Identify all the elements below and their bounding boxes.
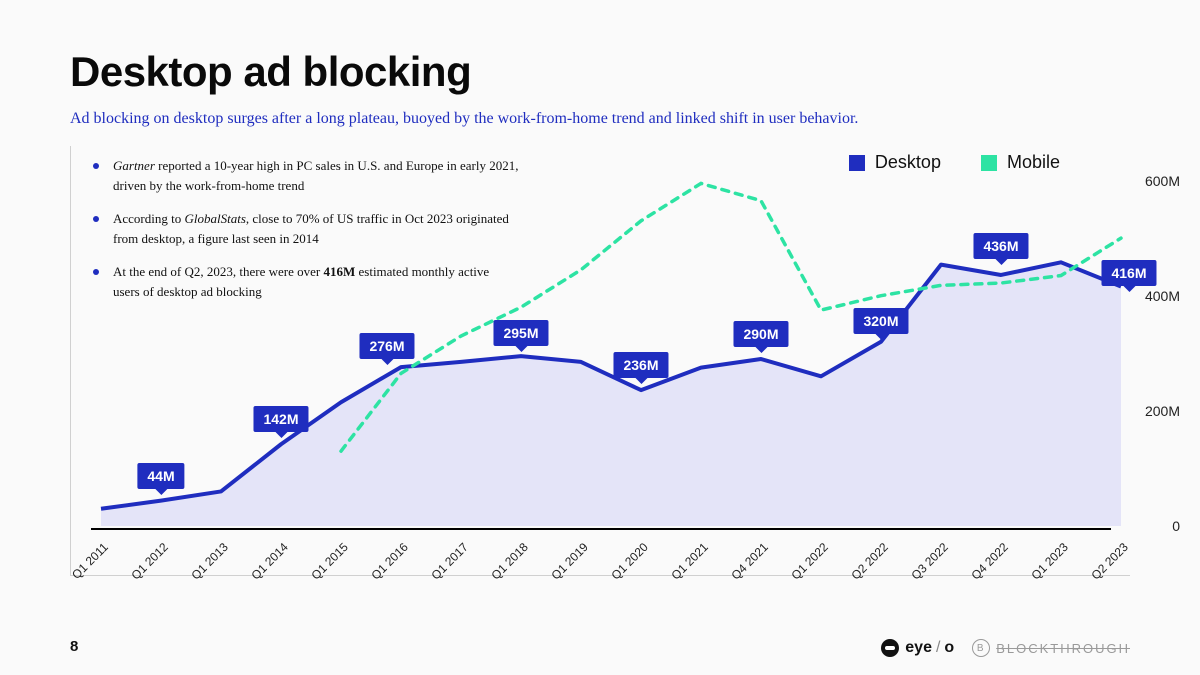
slide: Desktop ad blocking Ad blocking on deskt… (0, 0, 1200, 675)
x-tick-label: Q1 2011 (69, 540, 111, 582)
legend: Desktop Mobile (849, 152, 1060, 173)
data-callout: 416M (1101, 260, 1156, 286)
x-tick-label: Q2 2022 (848, 540, 890, 582)
bullet-item: Gartner reported a 10-year high in PC sa… (89, 156, 519, 195)
data-callout: 142M (253, 406, 308, 432)
blockthrough-text: BLOCKTHROUGH (996, 641, 1130, 656)
blockthrough-logo: B BLOCKTHROUGH (972, 639, 1130, 657)
eyeo-icon (881, 639, 899, 657)
page-number: 8 (70, 638, 78, 655)
data-callout: 44M (137, 463, 184, 489)
eyeo-text-a: eye (905, 639, 932, 657)
data-callout: 436M (973, 233, 1028, 259)
bullet-list: Gartner reported a 10-year high in PC sa… (89, 156, 519, 315)
x-tick-label: Q1 2020 (608, 540, 650, 582)
x-tick-label: Q1 2022 (788, 540, 830, 582)
x-tick-label: Q1 2017 (428, 540, 470, 582)
x-tick-label: Q1 2016 (368, 540, 410, 582)
x-axis-labels: Q1 2011 Q1 2012 Q1 2013 Q1 2014 Q1 2015 Q1 20… (71, 526, 1131, 586)
x-tick-label: Q1 2018 (488, 540, 530, 582)
subtitle: Ad blocking on desktop surges after a lo… (70, 110, 1130, 128)
x-tick-label: Q1 2023 (1028, 540, 1070, 582)
data-callout: 320M (853, 308, 908, 334)
eyeo-logo: eye/o (881, 639, 954, 657)
legend-mobile-label: Mobile (1007, 152, 1060, 173)
legend-mobile-swatch (981, 155, 997, 171)
blockthrough-icon: B (972, 639, 990, 657)
bullet-item: At the end of Q2, 2023, there were over … (89, 262, 519, 301)
data-callout: 276M (359, 333, 414, 359)
legend-desktop-label: Desktop (875, 152, 941, 173)
y-tick-label: 200M (1145, 403, 1180, 419)
data-callout: 236M (613, 352, 668, 378)
eyeo-slash: / (936, 639, 940, 657)
chart-container: Gartner reported a 10-year high in PC sa… (70, 146, 1130, 576)
page-title: Desktop ad blocking (70, 48, 1130, 96)
x-tick-label: Q1 2019 (548, 540, 590, 582)
y-tick-label: 400M (1145, 288, 1180, 304)
x-tick-label: Q4 2022 (968, 540, 1010, 582)
eyeo-text-b: o (944, 639, 954, 657)
x-tick-label: Q4 2021 (728, 540, 770, 582)
x-tick-label: Q1 2015 (308, 540, 350, 582)
legend-desktop-swatch (849, 155, 865, 171)
x-tick-label: Q1 2021 (668, 540, 710, 582)
x-tick-label: Q1 2013 (188, 540, 230, 582)
x-tick-label: Q2 2023 (1088, 540, 1130, 582)
data-callout: 290M (733, 321, 788, 347)
legend-mobile: Mobile (981, 152, 1060, 173)
footer-logos: eye/o B BLOCKTHROUGH (881, 639, 1130, 657)
y-tick-label: 0 (1172, 518, 1180, 534)
x-tick-label: Q1 2014 (248, 540, 290, 582)
x-tick-label: Q1 2012 (128, 540, 170, 582)
x-axis-line (91, 528, 1111, 530)
data-callout: 295M (493, 320, 548, 346)
x-tick-label: Q3 2022 (908, 540, 950, 582)
legend-desktop: Desktop (849, 152, 941, 173)
y-tick-label: 600M (1145, 173, 1180, 189)
bullet-item: According to GlobalStats, close to 70% o… (89, 209, 519, 248)
